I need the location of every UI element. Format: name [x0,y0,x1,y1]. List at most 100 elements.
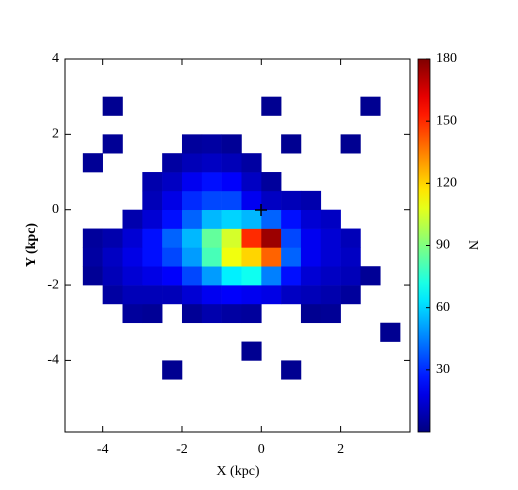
heatmap-cell [281,285,302,305]
heatmap-cell [201,247,222,267]
heatmap-cell [162,209,183,229]
heatmap-cell [221,190,242,211]
colorbar-tick-label: 30 [436,362,450,377]
heatmap-cell [102,228,123,248]
heatmap-cell [281,134,302,154]
heatmap-cell [360,96,381,116]
heatmap-cell [102,285,123,305]
heatmap-cell [320,209,341,229]
y-tick-label: -4 [47,353,59,368]
colorbar-tick-label: 120 [436,176,457,191]
sun-marker [255,204,267,216]
heatmap-cell [122,228,143,248]
heatmap-cell [201,303,222,324]
heatmap-cell [181,190,203,211]
heatmap-cell [181,209,203,229]
heatmap-cell [241,153,262,173]
heatmap-cell [201,209,222,229]
heatmap-cell [162,247,183,267]
heatmap-cell [181,285,203,305]
heatmap-cell [300,285,322,305]
heatmap-cell [281,228,302,248]
heatmap-cell [221,228,242,248]
heatmap-cell [142,190,163,211]
heatmap-cell [261,96,282,116]
heatmap-cell [241,190,262,211]
heatmap-cell [300,266,322,286]
heatmap-cell [162,172,183,192]
heatmap-cell [320,266,341,286]
heatmap-cell [340,134,361,154]
heatmap-cell [181,134,203,154]
heatmap-cell [300,247,322,267]
heatmap-cell [201,172,222,192]
heatmap-cell [320,285,341,305]
heatmap-cell [122,247,143,267]
x-tick-label: 2 [337,442,344,457]
heatmap-cell [340,266,361,286]
heatmap-cell [340,285,361,305]
heatmap-cell [221,153,242,173]
heatmap-cell [102,134,123,154]
colorbar-tick-label: 180 [436,51,457,66]
heatmap-cell [241,247,262,267]
heatmap-cell [102,247,123,267]
heatmap-cell [241,285,262,305]
heatmap-cell [142,228,163,248]
heatmap-cell [261,209,282,229]
heatmap-cell [201,228,222,248]
colorbar-tick-label: 150 [436,113,457,128]
heatmap-cell [201,134,222,154]
y-tick-label: 4 [52,51,59,66]
heatmap-cell [221,209,242,229]
heatmap-cell [221,134,242,154]
heatmap-cell [221,303,242,324]
heatmap-cell [122,303,143,324]
heatmap-cell [142,285,163,305]
heatmap-cell [360,266,381,286]
heatmap-cell [281,247,302,267]
heatmap-cell [281,209,302,229]
heatmap-cell [181,153,203,173]
x-tick-label: -2 [176,442,188,457]
heatmap-cell [82,228,103,248]
heatmap-cell [281,266,302,286]
y-tick-label: 2 [52,127,59,142]
heatmap-cell [122,266,143,286]
colorbar-tick-label: 90 [436,238,450,253]
heatmap-cell [82,153,103,173]
heatmap-cell [162,285,183,305]
heatmap-cell [241,341,262,361]
heatmap-cell [181,247,203,267]
heatmap-cell [82,247,103,267]
heatmap-cell [181,228,203,248]
heatmap-cell [300,303,322,324]
heatmap-cell [162,360,183,380]
heatmap-cell [142,172,163,192]
heatmap-cell [261,228,282,248]
heatmap-cell [201,266,222,286]
colorbar-tick-label: 60 [436,300,450,315]
heatmap-cell [221,172,242,192]
heatmap-cell [241,172,262,192]
heatmap-cell [181,266,203,286]
heatmap-cell [300,190,322,211]
plot-frame [64,58,411,433]
heatmap-cell [241,303,262,324]
heatmap-cell [102,266,123,286]
heatmap-cell [241,266,262,286]
y-tick-label: -2 [47,277,59,292]
heatmap-cell [122,285,143,305]
heatmap-cell [162,228,183,248]
heatmap-cell [221,266,242,286]
heatmap-cell [102,96,123,116]
heatmap-cell [201,190,222,211]
heatmap-cell [201,285,222,305]
heatmap-cell [122,209,143,229]
heatmap-cell [82,266,103,286]
heatmap-cell [261,172,282,192]
heatmap-cell [142,209,163,229]
heatmap-cell [221,247,242,267]
heatmap-cell [380,322,401,342]
